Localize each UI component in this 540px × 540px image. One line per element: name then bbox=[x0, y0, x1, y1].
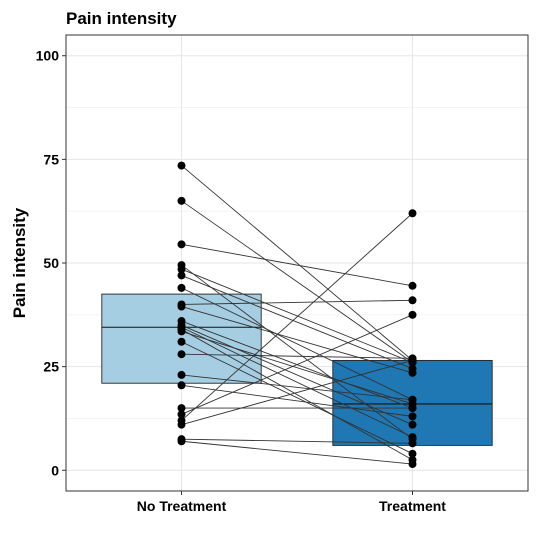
data-point-treatment bbox=[408, 439, 417, 448]
y-tick-label: 50 bbox=[43, 255, 59, 271]
y-tick-label: 25 bbox=[43, 359, 59, 375]
data-point-no-treatment bbox=[177, 196, 186, 205]
data-point-no-treatment bbox=[177, 337, 186, 346]
data-point-no-treatment bbox=[177, 350, 186, 359]
pair-line bbox=[181, 268, 413, 363]
pair-line bbox=[181, 287, 413, 401]
data-point-no-treatment bbox=[177, 302, 186, 311]
data-point-no-treatment bbox=[177, 381, 186, 390]
data-point-treatment bbox=[408, 420, 417, 429]
pair-line bbox=[181, 374, 413, 401]
pair-line bbox=[181, 212, 413, 421]
data-point-no-treatment bbox=[177, 410, 186, 419]
data-point-treatment bbox=[408, 395, 417, 404]
y-axis-label: Pain intensity bbox=[10, 207, 29, 318]
pair-line bbox=[181, 243, 413, 287]
pair-line bbox=[181, 328, 413, 461]
data-point-treatment bbox=[408, 356, 417, 365]
plot-area: 0 25 50 75 100 No Treatment Treatment bbox=[36, 34, 529, 514]
data-point-treatment bbox=[408, 281, 417, 290]
pair-line bbox=[181, 264, 413, 440]
y-tick-label: 0 bbox=[51, 462, 59, 478]
data-point-no-treatment bbox=[177, 265, 186, 274]
pair-line bbox=[181, 275, 413, 370]
y-tick-label: 100 bbox=[36, 48, 60, 64]
y-tick-label: 75 bbox=[43, 151, 59, 167]
pair-line bbox=[181, 306, 413, 374]
data-point-treatment bbox=[408, 412, 417, 421]
data-point-no-treatment bbox=[177, 283, 186, 292]
x-tick-label: Treatment bbox=[379, 498, 446, 514]
chart-title: Pain intensity bbox=[66, 9, 177, 28]
data-point-treatment bbox=[408, 296, 417, 305]
pair-line bbox=[181, 440, 413, 465]
pair-line bbox=[181, 438, 413, 444]
pair-line bbox=[181, 326, 413, 438]
data-point-no-treatment bbox=[177, 404, 186, 413]
pair-line bbox=[181, 384, 413, 417]
data-point-no-treatment bbox=[177, 327, 186, 336]
pair-line bbox=[181, 341, 413, 455]
data-point-treatment bbox=[408, 433, 417, 442]
pair-line bbox=[181, 165, 413, 361]
data-point-no-treatment bbox=[177, 437, 186, 446]
pair-line bbox=[181, 359, 413, 426]
pair-line bbox=[181, 200, 413, 363]
pair-line bbox=[181, 353, 413, 359]
x-tick-label: No Treatment bbox=[137, 498, 227, 514]
data-point-no-treatment bbox=[177, 161, 186, 170]
pair-line bbox=[181, 330, 413, 405]
data-point-treatment bbox=[408, 404, 417, 413]
data-point-no-treatment bbox=[177, 370, 186, 379]
data-point-no-treatment bbox=[177, 271, 186, 280]
pair-line bbox=[181, 299, 413, 305]
data-point-treatment bbox=[408, 368, 417, 377]
data-point-treatment bbox=[408, 449, 417, 458]
data-point-treatment bbox=[408, 209, 417, 218]
data-point-no-treatment bbox=[177, 240, 186, 249]
data-point-treatment bbox=[408, 460, 417, 469]
data-point-no-treatment bbox=[177, 420, 186, 429]
pair-line bbox=[181, 314, 413, 415]
data-point-treatment bbox=[408, 310, 417, 319]
